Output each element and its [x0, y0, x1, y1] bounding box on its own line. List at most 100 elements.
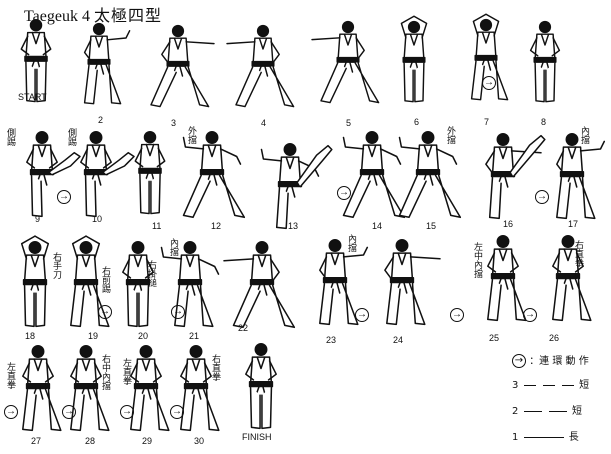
- legend-row-number: 2: [512, 406, 519, 417]
- continuous-motion-arrow-icon: →: [482, 76, 496, 90]
- practitioner-figure: [150, 24, 215, 108]
- legend-dash: [542, 384, 555, 386]
- practitioner-figure: [556, 133, 606, 220]
- continuous-motion-arrow-icon: →: [523, 308, 537, 322]
- practitioner-figure: [134, 130, 166, 215]
- page-title: Taegeuk 4 太極四型: [24, 2, 162, 26]
- technique-annotation: 右前踢: [102, 267, 112, 295]
- technique-annotation: 內擋: [581, 127, 591, 146]
- legend-row-label: 短: [579, 380, 590, 391]
- practitioner-figure: [122, 241, 154, 328]
- legend-arrow-row: → ：連 環 動 作: [512, 352, 589, 368]
- figure-number: 7: [484, 117, 490, 127]
- technique-annotation: 左直拳: [123, 359, 133, 387]
- title-latin: Taegeuk 4: [24, 8, 90, 25]
- technique-annotation: 左中內擋: [474, 243, 484, 280]
- legend-dash: [523, 436, 564, 438]
- figure-number: 15: [426, 221, 437, 231]
- practitioner-figure: [485, 133, 546, 220]
- practitioner-figure: [20, 18, 52, 103]
- practitioner-figure: [22, 345, 62, 432]
- practitioner-figure: [130, 345, 170, 432]
- practitioner-figure: [342, 131, 406, 219]
- practitioner-figure: [311, 20, 380, 104]
- technique-annotation: 右中內擋: [102, 355, 112, 392]
- figure-number: FINISH: [242, 432, 272, 442]
- technique-annotation: 右直拳: [212, 355, 222, 383]
- legend-row-1: 1 長: [512, 428, 579, 443]
- continuous-motion-arrow-icon: →: [57, 190, 71, 204]
- technique-annotation: 內擋: [348, 235, 358, 254]
- practitioner-figure: [400, 15, 428, 103]
- figure-number: START: [18, 92, 47, 102]
- practitioner-figure: [470, 13, 509, 101]
- figure-number: 23: [326, 335, 337, 345]
- figure-number: 30: [194, 436, 205, 446]
- practitioner-figure: [182, 131, 246, 219]
- legend-row-2: 2 短: [512, 402, 582, 417]
- figure-number: 10: [92, 214, 103, 224]
- continuous-motion-arrow-icon: →: [355, 308, 369, 322]
- legend-row-3: 3 短: [512, 376, 589, 391]
- figure-number: 24: [393, 335, 404, 345]
- continuous-motion-arrow-icon: →: [120, 405, 134, 419]
- figure-number: 2: [98, 115, 104, 125]
- figure-number: 12: [211, 221, 222, 231]
- figure-number: 26: [549, 333, 560, 343]
- legend-row-label: 長: [568, 432, 579, 443]
- practitioner-figure: [384, 239, 441, 326]
- continuous-motion-arrow-icon: →: [337, 186, 351, 200]
- legend-dash: [523, 384, 536, 386]
- figure-number: 16: [503, 219, 514, 229]
- continuous-motion-arrow-icon: →: [450, 308, 464, 322]
- practitioner-figure: [260, 143, 333, 230]
- technique-annotation: 左直拳: [7, 363, 17, 391]
- legend-dash: [548, 410, 567, 412]
- figure-number: 8: [541, 117, 547, 127]
- continuous-motion-arrow-icon: →: [170, 405, 184, 419]
- practitioner-figure: [26, 131, 81, 218]
- technique-annotation: 內擋: [170, 239, 180, 258]
- figure-number: 17: [568, 219, 579, 229]
- continuous-motion-arrow-icon: →: [4, 405, 18, 419]
- practitioner-figure: [226, 24, 295, 108]
- practitioner-figure: [398, 131, 462, 219]
- technique-annotation: 側踢: [7, 129, 17, 148]
- legend-dash: [523, 410, 542, 412]
- figure-number: 5: [346, 118, 352, 128]
- continuous-motion-arrow-icon: →: [98, 305, 112, 319]
- figure-number: 21: [189, 331, 200, 341]
- figure-number: 9: [35, 214, 41, 224]
- figure-number: 19: [88, 331, 99, 341]
- continuous-motion-arrow-icon: →: [171, 305, 185, 319]
- legend-dash: [561, 384, 574, 386]
- practitioner-figure: [245, 343, 277, 430]
- practitioner-figure: [529, 20, 561, 103]
- figure-number: 13: [288, 221, 299, 231]
- legend-row-label: 短: [571, 406, 582, 417]
- practitioner-figure: [80, 131, 135, 218]
- figure-number: 18: [25, 331, 36, 341]
- figure-number: 27: [31, 436, 42, 446]
- practitioner-figure: [552, 235, 592, 322]
- figure-number: 11: [152, 221, 162, 231]
- continuous-motion-arrow-icon: →: [535, 190, 549, 204]
- figure-number: 14: [372, 221, 383, 231]
- practitioner-figure: [83, 22, 131, 105]
- continuous-motion-arrow-icon: →: [62, 405, 76, 419]
- figure-number: 22: [238, 323, 249, 333]
- practitioner-figure: [180, 345, 220, 432]
- legend-row-number: 1: [512, 432, 519, 443]
- figure-number: 6: [414, 117, 420, 127]
- figure-number: 28: [85, 436, 96, 446]
- figure-number: 4: [261, 118, 267, 128]
- continuous-motion-arrow-icon: →: [512, 354, 526, 368]
- practitioner-figure: [487, 235, 527, 322]
- practitioner-figure: [20, 235, 50, 328]
- figure-number: 20: [138, 331, 149, 341]
- practitioner-figure: [70, 345, 110, 432]
- technique-annotation: 外擋: [188, 127, 198, 146]
- practitioner-figure: [319, 239, 369, 326]
